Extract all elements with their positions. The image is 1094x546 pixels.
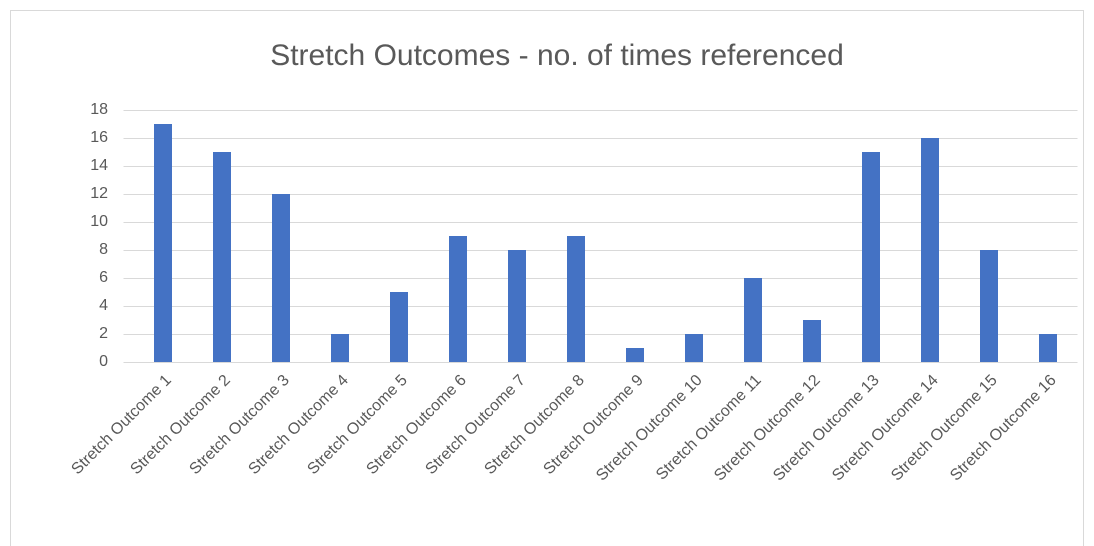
y-tick-label: 6 <box>99 269 108 286</box>
y-tick-label: 10 <box>90 213 108 230</box>
bar <box>449 236 467 362</box>
bar <box>626 348 644 362</box>
bar <box>567 236 585 362</box>
bar <box>390 292 408 362</box>
bar <box>744 278 762 362</box>
chart-title: Stretch Outcomes - no. of times referenc… <box>270 39 844 72</box>
y-tick-label: 8 <box>99 241 108 258</box>
bar <box>272 194 290 362</box>
bar <box>685 334 703 362</box>
bar <box>980 250 998 362</box>
bar <box>331 334 349 362</box>
y-tick-label: 2 <box>99 325 108 342</box>
y-tick-label: 12 <box>90 185 108 202</box>
y-tick-label: 18 <box>90 101 108 118</box>
y-tick-label: 0 <box>99 353 108 370</box>
y-tick-label: 16 <box>90 129 108 146</box>
bar <box>213 152 231 362</box>
bar <box>1039 334 1057 362</box>
y-tick-label: 14 <box>90 157 108 174</box>
bar <box>921 138 939 362</box>
bar <box>154 124 172 362</box>
bar <box>508 250 526 362</box>
bar <box>803 320 821 362</box>
bar <box>862 152 880 362</box>
y-tick-label: 4 <box>99 297 108 314</box>
